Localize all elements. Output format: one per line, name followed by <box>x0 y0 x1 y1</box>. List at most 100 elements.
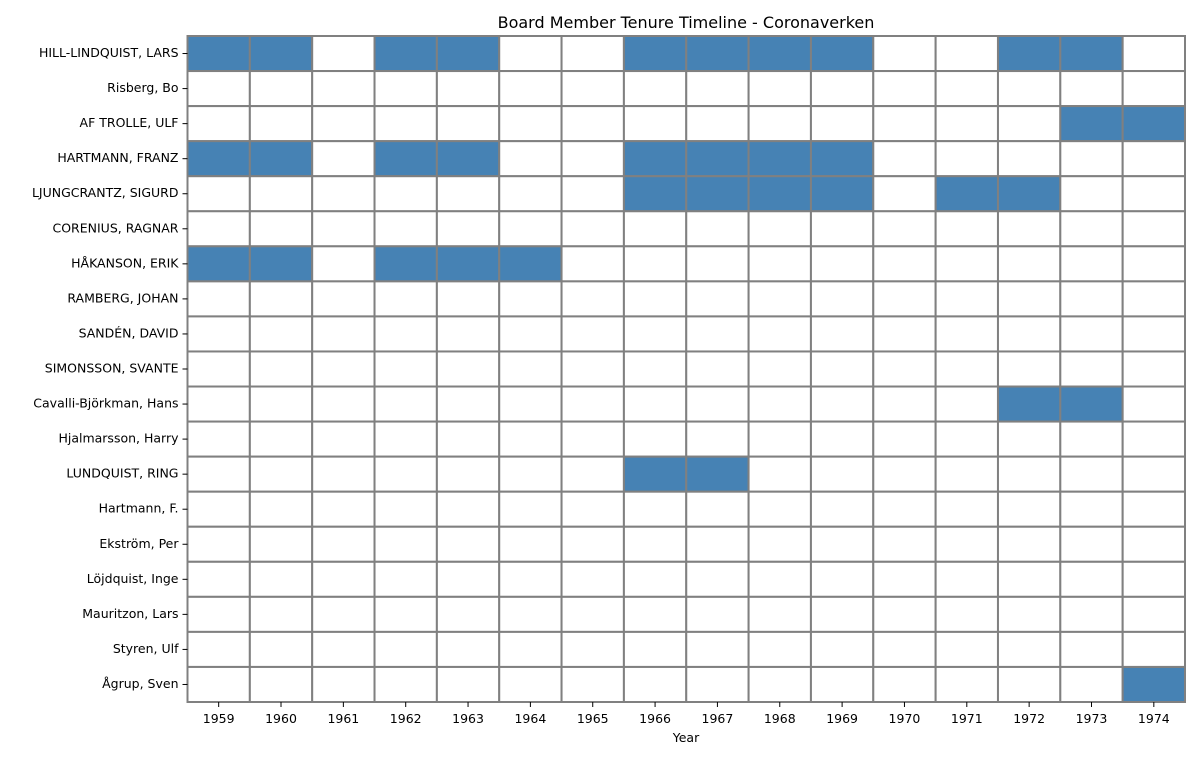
x-tick-label: 1970 <box>889 711 921 726</box>
heatmap-cell <box>1059 210 1124 248</box>
heatmap-cell <box>435 385 501 423</box>
heatmap-cell <box>560 350 625 388</box>
heatmap-cell <box>186 560 251 598</box>
heatmap-cell <box>248 175 314 213</box>
y-tick-label: SIMONSSON, SVANTE <box>45 361 179 376</box>
heatmap-cell <box>311 595 376 633</box>
heatmap-cell <box>1059 35 1124 73</box>
heatmap-cell <box>747 175 812 213</box>
heatmap-cell <box>934 315 999 353</box>
heatmap-cell <box>248 280 314 318</box>
heatmap-cell <box>934 595 999 633</box>
heatmap-cell <box>622 490 688 528</box>
heatmap-cell <box>1121 70 1186 108</box>
heatmap-cell <box>996 140 1062 178</box>
heatmap-cell <box>435 525 501 563</box>
heatmap-cell <box>186 420 251 458</box>
heatmap-cell <box>747 455 812 493</box>
heatmap-cell <box>872 35 937 73</box>
heatmap-cell <box>373 245 438 283</box>
heatmap-cell <box>685 35 750 73</box>
heatmap-cell <box>435 630 501 668</box>
heatmap-cell <box>809 105 875 143</box>
heatmap-cell <box>311 210 376 248</box>
heatmap-cell <box>622 210 688 248</box>
heatmap-cell <box>1121 595 1186 633</box>
heatmap-cell <box>934 175 999 213</box>
heatmap-cell <box>809 420 875 458</box>
heatmap-cell <box>498 630 563 668</box>
heatmap-cell <box>560 210 625 248</box>
heatmap-cell <box>685 105 750 143</box>
heatmap-cell <box>373 350 438 388</box>
heatmap-cell <box>373 560 438 598</box>
heatmap-cell <box>622 280 688 318</box>
heatmap-cell <box>560 280 625 318</box>
x-tick-label: 1969 <box>826 711 858 726</box>
heatmap-cells <box>186 35 1186 704</box>
heatmap-cell <box>685 350 750 388</box>
heatmap-cell <box>872 490 937 528</box>
heatmap-cell <box>872 525 937 563</box>
heatmap-cell <box>1059 525 1124 563</box>
heatmap-cell <box>747 140 812 178</box>
heatmap-cell <box>996 70 1062 108</box>
heatmap-cell <box>809 35 875 73</box>
heatmap-cell <box>560 35 625 73</box>
heatmap-cell <box>311 140 376 178</box>
heatmap-cell <box>1121 385 1186 423</box>
heatmap-cell <box>934 525 999 563</box>
heatmap-cell <box>747 280 812 318</box>
y-tick-label: Ekström, Per <box>99 536 179 551</box>
heatmap-cell <box>248 490 314 528</box>
heatmap-cell <box>435 420 501 458</box>
heatmap-cell <box>248 595 314 633</box>
heatmap-cell <box>996 210 1062 248</box>
heatmap-cell <box>186 385 251 423</box>
heatmap-cell <box>622 315 688 353</box>
heatmap-cell <box>747 665 812 704</box>
heatmap-cell <box>872 175 937 213</box>
heatmap-cell <box>1121 525 1186 563</box>
heatmap-cell <box>685 315 750 353</box>
heatmap-cell <box>747 315 812 353</box>
heatmap-cell <box>373 665 438 704</box>
heatmap-cell <box>747 595 812 633</box>
heatmap-cell <box>435 315 501 353</box>
heatmap-cell <box>996 175 1062 213</box>
y-tick-label: Risberg, Bo <box>107 80 178 95</box>
heatmap-cell <box>435 245 501 283</box>
heatmap-cell <box>186 350 251 388</box>
heatmap-cell <box>809 560 875 598</box>
heatmap-cell <box>248 525 314 563</box>
y-tick-label: Löjdquist, Inge <box>87 571 179 586</box>
heatmap-cell <box>248 350 314 388</box>
heatmap-cell <box>809 280 875 318</box>
chart-title: Board Member Tenure Timeline - Coronaver… <box>498 13 875 32</box>
heatmap-cell <box>996 35 1062 73</box>
heatmap-cell <box>685 175 750 213</box>
heatmap-cell <box>435 175 501 213</box>
heatmap-cell <box>934 35 999 73</box>
heatmap-cell <box>373 210 438 248</box>
x-tick-label: 1974 <box>1138 711 1170 726</box>
heatmap-cell <box>311 280 376 318</box>
heatmap-cell <box>186 455 251 493</box>
heatmap-cell <box>1059 630 1124 668</box>
heatmap-cell <box>747 70 812 108</box>
heatmap-cell <box>622 595 688 633</box>
heatmap-cell <box>498 560 563 598</box>
heatmap-cell <box>685 665 750 704</box>
heatmap-cell <box>498 35 563 73</box>
y-tick-label: HARTMANN, FRANZ <box>57 150 178 165</box>
heatmap-cell <box>560 175 625 213</box>
heatmap-cell <box>622 140 688 178</box>
heatmap-cell <box>311 315 376 353</box>
heatmap-cell <box>186 245 251 283</box>
heatmap-cell <box>934 280 999 318</box>
heatmap-cell <box>435 595 501 633</box>
heatmap-cell <box>1059 595 1124 633</box>
heatmap-cell <box>996 280 1062 318</box>
heatmap-cell <box>560 315 625 353</box>
heatmap-cell <box>809 175 875 213</box>
